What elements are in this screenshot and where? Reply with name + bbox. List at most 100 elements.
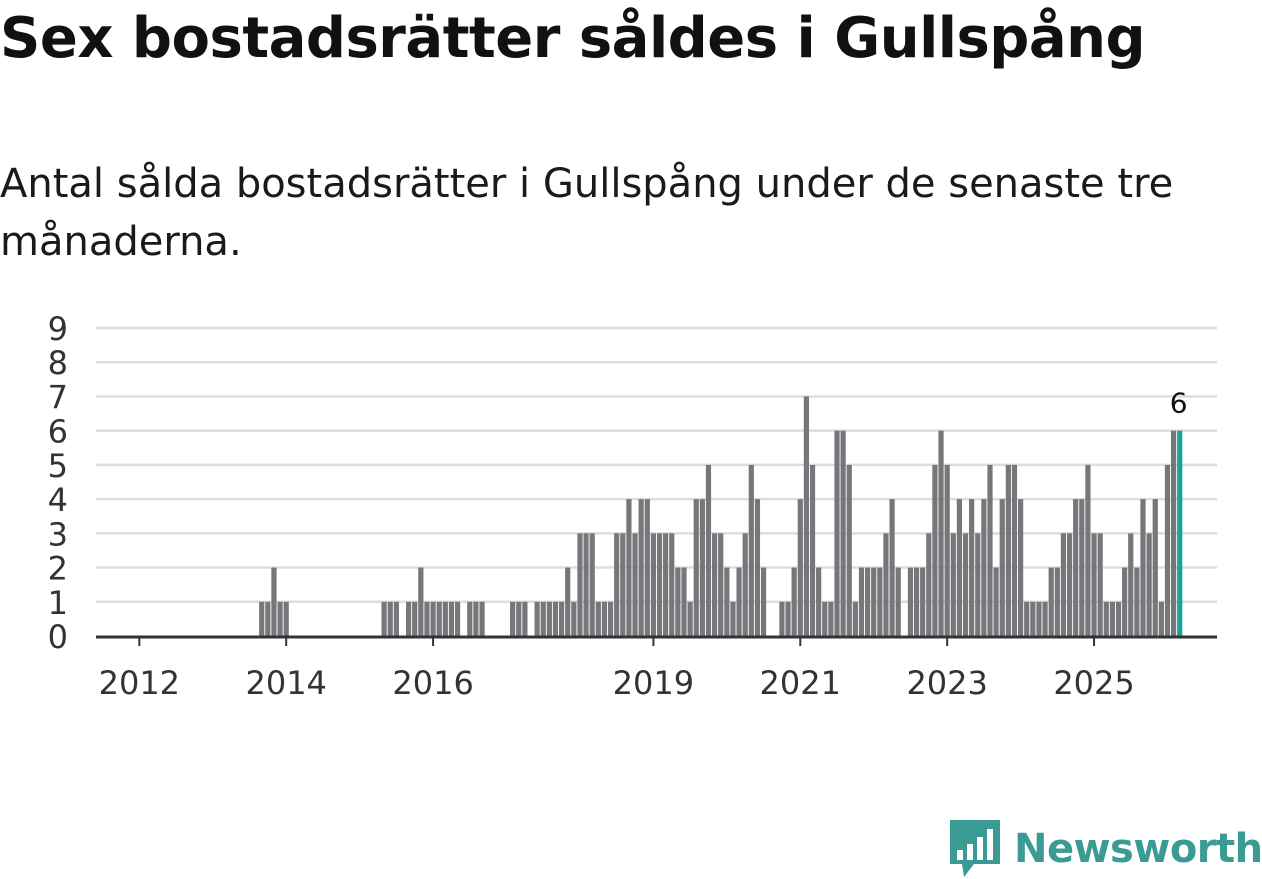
x-tick-label: 2019 [613,664,694,702]
bar [632,533,638,636]
bar [1122,567,1128,636]
bar [828,601,834,636]
bar [571,601,577,636]
bar [779,601,785,636]
bar [589,533,595,636]
bar [620,533,626,636]
bar [718,533,724,636]
bar [595,601,601,636]
bar [932,464,938,636]
y-tick-label: 6 [48,413,68,451]
bar [993,567,999,636]
y-tick-label: 1 [48,584,68,622]
bar [1060,533,1067,636]
bar [913,567,920,636]
x-axis-ticks: 2012 2014 2016 2019 2021 2023 2025 [99,636,1135,702]
bar [1115,601,1122,636]
bar [522,601,528,636]
y-tick-label: 9 [48,310,68,348]
bar [1158,601,1164,636]
bars [259,396,1183,636]
bar [516,601,522,636]
bar [699,499,705,636]
bar [406,601,412,636]
bar [803,396,809,636]
bar [675,567,681,636]
bar [705,464,712,636]
bar [540,601,546,636]
bar [559,601,565,636]
bar [393,601,399,636]
bar [454,601,461,636]
bar [877,567,883,636]
bar [583,533,589,636]
bar [552,601,559,636]
bar [681,567,687,636]
y-tick-label: 8 [48,344,68,382]
bar [277,601,283,636]
bar [834,430,840,636]
bar [1085,464,1091,636]
bar [1146,533,1152,636]
bar [1005,464,1011,636]
bar [1097,533,1103,636]
bar [981,499,987,636]
bar [669,533,675,636]
bar [607,601,614,636]
bar [871,567,877,636]
bar [1164,464,1171,636]
bar [1171,430,1177,636]
bar [387,601,393,636]
bar [950,533,956,636]
bar [473,601,479,636]
bar [907,567,914,636]
bar [846,464,852,636]
bar [381,601,387,636]
bar [852,601,858,636]
chart-subtitle: Antal sålda bostadsrätter i Gullspång un… [0,161,1174,265]
bar [816,567,822,636]
bar [1011,464,1018,636]
bar [1091,533,1097,636]
bar [626,499,632,636]
bar [724,567,730,636]
bar [736,567,742,636]
bar [479,601,485,636]
bar [1054,567,1060,636]
bar [1030,601,1036,636]
bar [1036,601,1042,636]
bar [546,601,552,636]
bar [418,567,424,636]
bar [442,601,448,636]
bar [730,601,736,636]
bar [577,533,583,636]
bar [601,601,608,636]
bar [754,499,761,636]
bar [283,601,289,636]
newsworthy-logo-icon [950,820,1000,877]
bar [822,601,828,636]
grid-lines [96,326,1217,604]
newsworthy-logo: Newsworthy [950,820,1262,878]
bar [791,567,797,636]
bar [785,601,791,636]
x-tick-label: 2012 [99,664,180,702]
bar [1018,499,1024,636]
x-tick-label: 2025 [1053,664,1134,702]
bar [1079,499,1085,636]
bar [656,533,663,636]
bar [265,601,271,636]
y-tick-label: 7 [48,378,68,416]
bar [1152,499,1158,636]
chart-title: Sex bostadsrätter såldes i Gullspång [0,6,1146,71]
bar [1042,601,1048,636]
x-tick-label: 2014 [245,664,326,702]
bar [975,533,981,636]
x-tick-label: 2023 [906,664,987,702]
bar [436,601,442,636]
bar [650,533,656,636]
bar [956,499,962,636]
brand-name: Newsworthy [1014,826,1262,872]
last-value-label: 6 [1170,387,1188,420]
